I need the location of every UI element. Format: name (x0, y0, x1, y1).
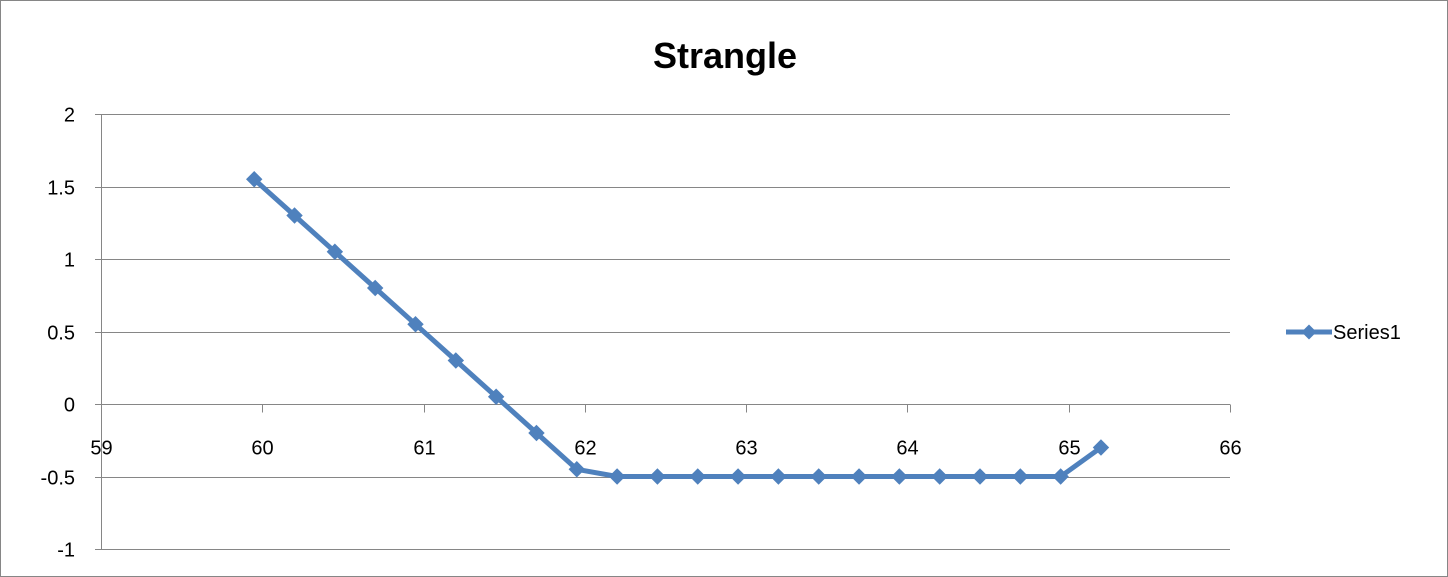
legend-series-label: Series1 (1333, 322, 1401, 344)
series-marker (649, 468, 666, 485)
series-marker (608, 468, 626, 485)
plot-series (246, 171, 1110, 485)
series-marker (407, 316, 424, 333)
x-tick-label: 63 (735, 438, 757, 460)
series-marker (1012, 468, 1029, 485)
series-marker (1092, 439, 1110, 456)
y-tick-label: 1.5 (47, 178, 75, 200)
y-tick-label: 0.5 (47, 323, 75, 345)
y-tick-label: 1 (64, 250, 75, 272)
x-tick-label: 64 (896, 438, 918, 460)
legend: Series1 (1286, 322, 1401, 344)
y-tick-label: -1 (57, 540, 75, 562)
x-tick-label: 61 (413, 438, 435, 460)
series-marker (729, 468, 747, 485)
series-marker (286, 207, 303, 224)
x-tick-label: 66 (1219, 438, 1241, 460)
axes (95, 114, 1231, 550)
series-marker (326, 243, 344, 260)
series-marker (246, 171, 263, 188)
series-marker (447, 352, 465, 369)
series-marker (891, 468, 908, 485)
series-marker (568, 461, 586, 478)
series-marker (931, 468, 948, 485)
chart-title: Strangle (653, 35, 797, 76)
tick-labels: -1 -0.5 0 0.5 1 1.5 2 59 60 61 62 63 64 65 66 (41, 105, 1242, 562)
series-line (251, 176, 1104, 479)
series-marker (689, 468, 706, 485)
legend-series-marker (1301, 324, 1317, 340)
series-marker (850, 468, 868, 485)
x-tick-label: 60 (251, 438, 273, 460)
x-tick-label: 62 (574, 438, 596, 460)
series-marker (1052, 468, 1069, 485)
series-marker (810, 468, 827, 485)
series-marker (366, 279, 384, 297)
series-marker (487, 388, 505, 405)
x-tick-label: 59 (90, 438, 112, 460)
series-marker (528, 424, 545, 442)
series-marker (770, 468, 787, 485)
x-tick-label: 65 (1058, 438, 1080, 460)
y-tick-label: -0.5 (41, 468, 75, 490)
series-marker (971, 468, 989, 485)
y-tick-label: 0 (64, 395, 75, 417)
y-tick-label: 2 (64, 105, 75, 127)
